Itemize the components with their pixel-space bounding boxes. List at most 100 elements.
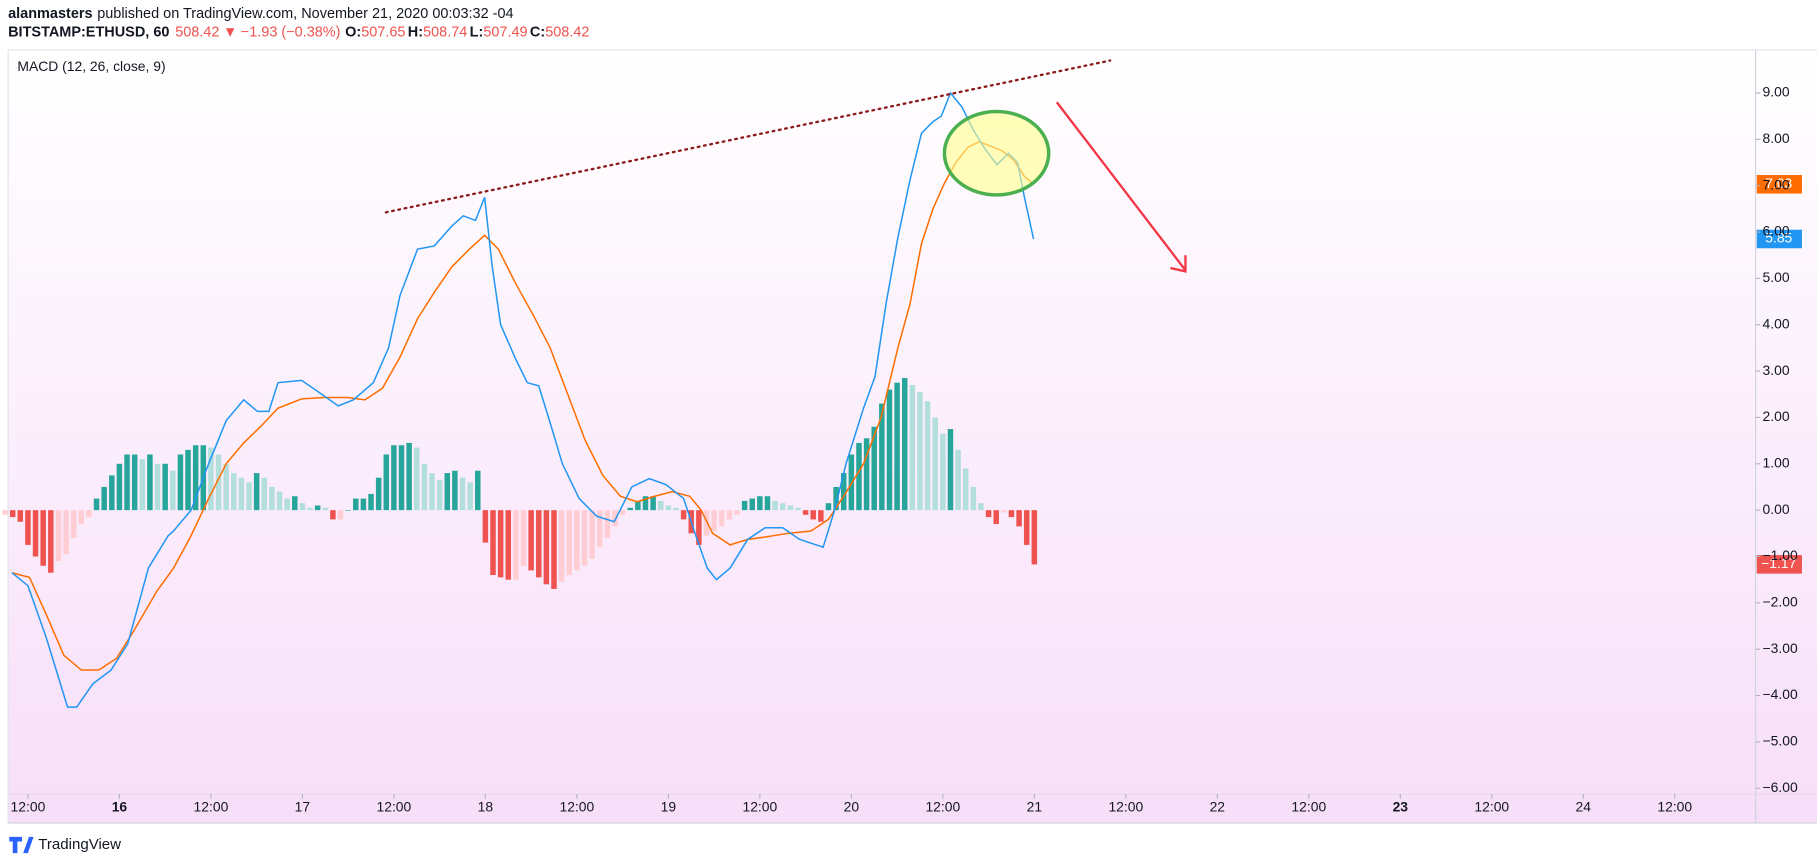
histogram-bar bbox=[48, 510, 54, 573]
histogram-bar bbox=[543, 510, 550, 585]
histogram-bar bbox=[131, 454, 138, 511]
histogram-bar bbox=[581, 510, 588, 566]
logo bbox=[9, 836, 34, 854]
histogram-bar bbox=[856, 442, 862, 511]
header-line: alanmasters published on TradingView.com,… bbox=[8, 6, 513, 22]
histogram-bar bbox=[612, 510, 618, 527]
x-tick-label: 23 bbox=[1393, 799, 1409, 815]
histogram-bar bbox=[383, 454, 390, 511]
x-tick-label: 12:00 bbox=[1108, 799, 1143, 815]
histogram-bar bbox=[70, 510, 77, 538]
x-tick-label: 17 bbox=[295, 799, 311, 815]
histogram-bar bbox=[452, 470, 458, 511]
histogram-bar bbox=[604, 510, 611, 538]
histogram-bar bbox=[825, 503, 832, 511]
histogram-bar bbox=[55, 510, 62, 562]
histogram-bar bbox=[863, 438, 870, 511]
histogram-bar bbox=[475, 470, 481, 511]
price-badges: 7.03 5.85 −1.17 bbox=[1756, 175, 1802, 574]
y-tick-label: 2.00 bbox=[1763, 408, 1790, 424]
x-tick-label: 20 bbox=[844, 799, 860, 815]
x-tick-label: 24 bbox=[1576, 799, 1592, 815]
histogram-bar bbox=[505, 510, 512, 580]
y-tick-label: 1.00 bbox=[1763, 454, 1790, 470]
highlight-ellipse bbox=[942, 109, 1051, 197]
histogram-bar bbox=[109, 475, 115, 511]
author: alanmasters bbox=[8, 6, 92, 22]
histogram-bar bbox=[650, 496, 656, 511]
histogram-bar bbox=[551, 510, 557, 589]
histogram-bar bbox=[520, 510, 527, 566]
x-tick-label: 12:00 bbox=[377, 799, 412, 815]
histogram-bar bbox=[223, 463, 229, 511]
histogram-bar bbox=[170, 470, 176, 511]
histogram-bar bbox=[802, 510, 809, 515]
histogram-bar bbox=[269, 486, 275, 511]
histogram-bar bbox=[147, 454, 153, 511]
histogram-bar bbox=[970, 486, 977, 511]
histogram-bar bbox=[673, 507, 679, 511]
histogram-bar bbox=[589, 510, 595, 559]
histogram-bar bbox=[116, 463, 123, 511]
histogram-bar bbox=[154, 463, 161, 511]
histogram-bar bbox=[757, 496, 763, 511]
ohlc-value: 507.49 bbox=[483, 25, 527, 41]
histogram-bar bbox=[734, 510, 740, 515]
last-value-label: −1.17 bbox=[1761, 555, 1796, 571]
histogram-bar bbox=[345, 510, 351, 511]
histogram-bar bbox=[711, 510, 717, 531]
histogram-bar bbox=[940, 433, 946, 511]
x-tick-label: 12:00 bbox=[194, 799, 229, 815]
histogram-bar bbox=[924, 401, 931, 511]
histogram-bar bbox=[635, 500, 641, 511]
histogram-bar bbox=[78, 510, 85, 525]
histogram-bar bbox=[795, 507, 801, 511]
histogram-bar bbox=[627, 507, 633, 511]
histogram-bar bbox=[932, 417, 938, 511]
symbol-line: BITSTAMP:ETHUSD, 60 508.42 ▼ −1.93 (−0.38%)… bbox=[8, 25, 589, 41]
histogram-bar bbox=[124, 454, 130, 511]
histogram-bar bbox=[139, 459, 146, 511]
y-tick-label: 7.00 bbox=[1763, 176, 1790, 192]
histogram-bar bbox=[962, 468, 969, 511]
histogram-bar bbox=[314, 505, 321, 511]
signal-line bbox=[11, 140, 1035, 671]
histogram-bar bbox=[360, 498, 367, 511]
macd-line bbox=[11, 91, 1035, 708]
histogram-bar bbox=[86, 510, 92, 518]
histogram-bar bbox=[185, 449, 191, 511]
histogram-bar bbox=[482, 510, 489, 543]
plot bbox=[2, 91, 1038, 708]
histogram-bar bbox=[414, 447, 420, 511]
histogram-bar bbox=[192, 445, 199, 511]
histogram-bar bbox=[619, 510, 626, 515]
last-value-badge bbox=[1756, 175, 1802, 194]
histogram-bar bbox=[978, 503, 984, 511]
histogram-bar bbox=[162, 463, 168, 511]
histogram-bar bbox=[993, 510, 999, 525]
x-tick-label: 12:00 bbox=[1474, 799, 1509, 815]
histogram-bar bbox=[658, 500, 664, 511]
histogram-bar bbox=[879, 403, 885, 511]
y-tick-label: 9.00 bbox=[1763, 84, 1790, 100]
histogram-bar bbox=[406, 442, 412, 511]
histogram-bar bbox=[330, 510, 336, 520]
arrow-head bbox=[1170, 255, 1187, 273]
y-tick-label: −6.00 bbox=[1763, 779, 1798, 795]
histogram-bar bbox=[101, 486, 107, 511]
y-tick-label: −4.00 bbox=[1763, 686, 1798, 702]
histogram-bar bbox=[833, 486, 839, 511]
price: 508.42 bbox=[175, 25, 219, 41]
histogram-bar bbox=[536, 510, 542, 578]
y-tick-label: 8.00 bbox=[1763, 130, 1790, 146]
footer: TradingView bbox=[9, 836, 121, 854]
histogram-bar bbox=[421, 463, 428, 511]
histogram-bar bbox=[818, 510, 824, 522]
ohlc-label: H: bbox=[408, 25, 423, 41]
histogram-bar bbox=[955, 449, 961, 511]
histogram-bar bbox=[810, 510, 816, 520]
x-tick-label: 18 bbox=[478, 799, 494, 815]
histogram-bar bbox=[353, 498, 359, 511]
histogram-bar bbox=[848, 454, 855, 511]
